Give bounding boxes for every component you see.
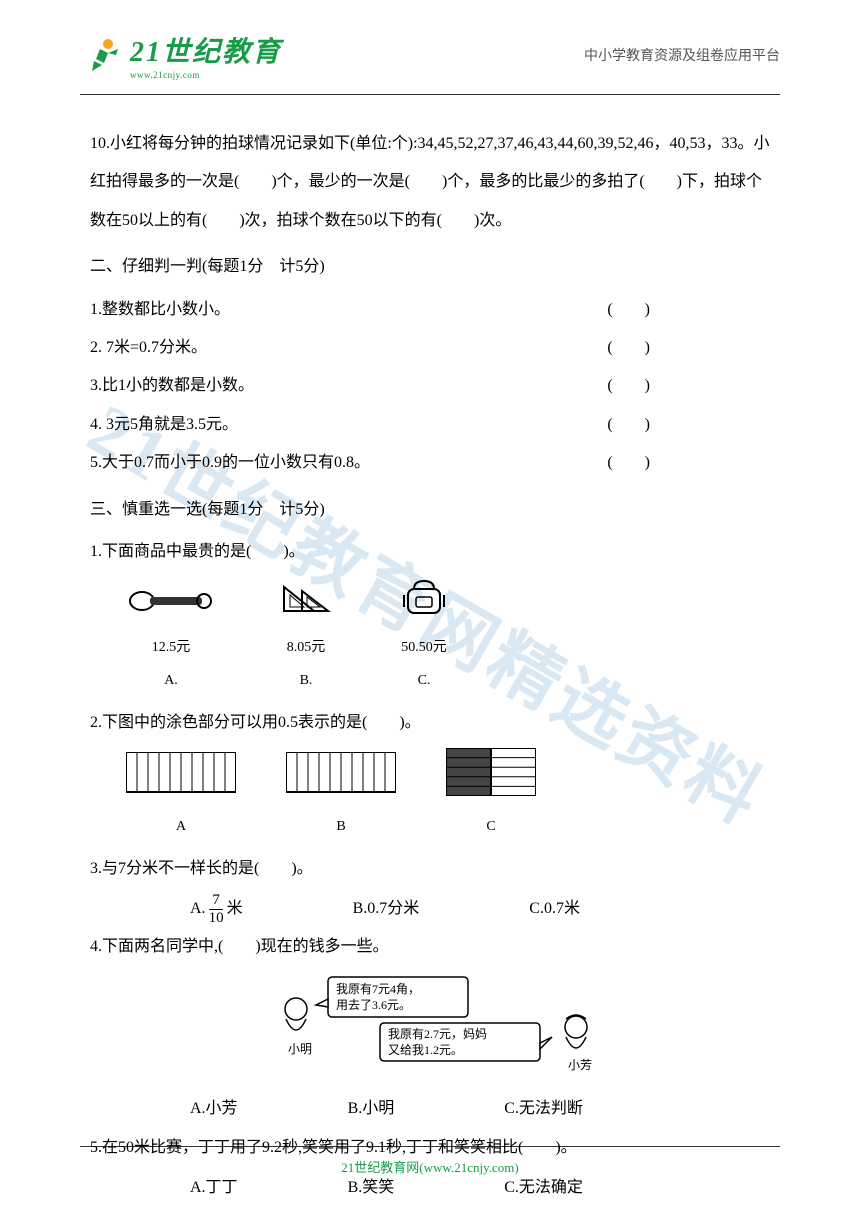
s3-q5-text: 5.在50米比赛，丁丁用了9.2秒,笑笑用了9.1秒,丁丁和笑笑相比( )。 — [90, 1129, 770, 1167]
svg-text:用去了3.6元。: 用去了3.6元。 — [336, 998, 411, 1012]
fraction-icon: 710 — [206, 892, 227, 926]
s3-q4-optC: C.无法判断 — [504, 1090, 583, 1128]
logo: 21世纪教育 www.21cnjy.com — [80, 30, 282, 80]
s3-q3-optA-suffix: 米 — [227, 900, 243, 917]
rect-a-icon — [126, 752, 236, 796]
svg-text:又给我1.2元。: 又给我1.2元。 — [388, 1043, 463, 1057]
backpack-icon — [396, 577, 452, 617]
judge-3-text: 3.比1小的数都是小数。 — [90, 367, 254, 405]
s3-q3-options: A.710米 B.0.7分米 C.0.7米 — [190, 890, 770, 928]
svg-text:我原有7元4角，: 我原有7元4角， — [336, 982, 420, 996]
s3-q2-optC: C — [446, 748, 536, 843]
judge-2: 2. 7米=0.7分米。 ( ) — [90, 329, 650, 367]
s3-q1-optB: 8.05元 B. — [276, 581, 336, 698]
s3-q3-optB: B.0.7分米 — [353, 890, 420, 928]
content-area: 10.小红将每分钟的拍球情况记录如下(单位:个):34,45,52,27,37,… — [0, 95, 860, 1217]
judge-3: 3.比1小的数都是小数。 ( ) — [90, 367, 650, 405]
triangle-ruler-icon — [276, 581, 336, 617]
judge-5-paren: ( ) — [607, 444, 650, 482]
s3-q2-text: 2.下图中的涂色部分可以用0.5表示的是( )。 — [90, 704, 770, 742]
s3-q2-optA-label: A — [176, 819, 186, 834]
s3-q1-options: 12.5元 A. 8.05元 B. 50.50元 C. — [126, 577, 770, 698]
judge-4: 4. 3元5角就是3.5元。 ( ) — [90, 406, 650, 444]
s3-q5-optB: B.笑笑 — [348, 1169, 395, 1207]
judge-4-paren: ( ) — [607, 406, 650, 444]
question-10: 10.小红将每分钟的拍球情况记录如下(单位:个):34,45,52,27,37,… — [90, 125, 770, 240]
s3-q5-optC: C.无法确定 — [504, 1169, 583, 1207]
s3-q1-optC: 50.50元 C. — [396, 577, 452, 698]
s3-q4-optB: B.小明 — [348, 1090, 395, 1128]
s3-q1-optA: 12.5元 A. — [126, 585, 216, 698]
s3-q5-options: A.丁丁 B.笑笑 C.无法确定 — [190, 1169, 770, 1207]
s3-q3-text: 3.与7分米不一样长的是( )。 — [90, 850, 770, 888]
judge-4-text: 4. 3元5角就是3.5元。 — [90, 406, 238, 444]
frac-den: 10 — [206, 910, 227, 927]
s3-q1-optA-price: 12.5元 — [152, 640, 191, 655]
frac-num: 7 — [209, 892, 223, 910]
s3-q1-text: 1.下面商品中最贵的是( )。 — [90, 533, 770, 571]
judge-2-text: 2. 7米=0.7分米。 — [90, 329, 207, 367]
judge-5-text: 5.大于0.7而小于0.9的一位小数只有0.8。 — [90, 444, 370, 482]
judge-1-paren: ( ) — [607, 291, 650, 329]
s3-q4-options: A.小芳 B.小明 C.无法判断 — [190, 1090, 770, 1128]
s3-q1-optC-price: 50.50元 — [401, 640, 447, 655]
s3-q2-optB: B — [286, 752, 396, 843]
s3-q2-optB-label: B — [336, 819, 345, 834]
s3-q1-optB-label: B. — [300, 673, 313, 688]
name1-label: 小明 — [288, 1042, 312, 1056]
judge-1-text: 1.整数都比小数小。 — [90, 291, 230, 329]
s3-q4-image: 小明 我原有7元4角， 用去了3.6元。 我原有2.7元，妈妈 又给我1.2元。… — [270, 971, 770, 1086]
s3-q3-optA-prefix: A. — [190, 900, 206, 917]
svg-text:我原有2.7元，妈妈: 我原有2.7元，妈妈 — [388, 1027, 487, 1041]
section3-title: 三、慎重选一选(每题1分 计5分) — [90, 491, 770, 529]
s3-q1-optC-label: C. — [418, 673, 431, 688]
rect-b-icon — [286, 752, 396, 796]
judge-3-paren: ( ) — [607, 367, 650, 405]
page-header: 21世纪教育 www.21cnjy.com 中小学教育资源及组卷应用平台 — [0, 0, 860, 90]
judge-5: 5.大于0.7而小于0.9的一位小数只有0.8。 ( ) — [90, 444, 650, 482]
s3-q4-optA: A.小芳 — [190, 1090, 238, 1128]
s3-q5-optA: A.丁丁 — [190, 1169, 238, 1207]
s3-q2-options: A B C — [126, 748, 770, 843]
s3-q1-optA-label: A. — [164, 673, 178, 688]
s3-q3-optC: C.0.7米 — [529, 890, 580, 928]
runner-icon — [80, 35, 124, 75]
s3-q2-optC-label: C — [486, 819, 495, 834]
wrench-icon — [126, 585, 216, 617]
rect-c-icon — [446, 748, 536, 796]
name2-label: 小芳 — [568, 1058, 592, 1071]
s3-q2-optA: A — [126, 752, 236, 843]
logo-sub-text: www.21cnjy.com — [130, 70, 282, 80]
logo-main-text: 21世纪教育 — [130, 30, 282, 70]
s3-q1-optB-price: 8.05元 — [287, 640, 326, 655]
judge-2-paren: ( ) — [607, 329, 650, 367]
s3-q4-text: 4.下面两名同学中,( )现在的钱多一些。 — [90, 928, 770, 966]
judge-1: 1.整数都比小数小。 ( ) — [90, 291, 650, 329]
students-dialog-icon: 小明 我原有7元4角， 用去了3.6元。 我原有2.7元，妈妈 又给我1.2元。… — [270, 971, 610, 1071]
s3-q3-optA: A.710米 — [190, 890, 243, 928]
header-right-text: 中小学教育资源及组卷应用平台 — [584, 45, 780, 65]
section2-title: 二、仔细判一判(每题1分 计5分) — [90, 248, 770, 286]
